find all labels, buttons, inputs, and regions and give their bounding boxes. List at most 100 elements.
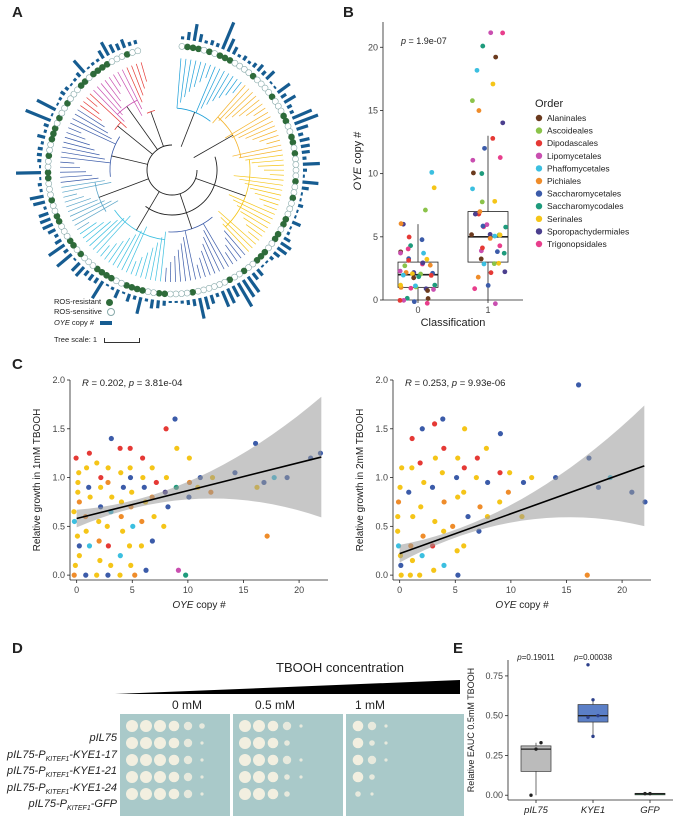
data-point xyxy=(496,260,502,266)
ros-resistant-dot xyxy=(226,57,234,64)
data-point xyxy=(397,484,403,490)
tree-branch xyxy=(135,256,143,277)
data-point xyxy=(120,484,126,490)
data-point xyxy=(186,455,192,461)
regression-line xyxy=(76,456,322,520)
oye-copy-bar xyxy=(39,217,52,225)
x-tick-label: 1 xyxy=(485,305,490,315)
legend-resistant-label: ROS-resistant xyxy=(54,297,102,306)
ros-sensitive-dot xyxy=(292,172,300,180)
oye-copy-bar xyxy=(36,133,46,139)
legend-swatch xyxy=(535,165,543,172)
data-point xyxy=(406,234,412,240)
data-point xyxy=(500,30,506,36)
oye-copy-bar xyxy=(156,300,161,309)
ros-resistant-dot xyxy=(268,93,276,101)
oye-copy-bar xyxy=(56,252,73,268)
data-point xyxy=(490,136,496,141)
data-point xyxy=(406,489,412,495)
oye-copy-bar xyxy=(215,42,220,48)
colony-spot xyxy=(384,741,388,745)
tree-stem xyxy=(150,111,164,147)
ros-resistant-dot xyxy=(44,169,52,176)
tree-branch xyxy=(177,249,181,282)
ros-resistant-dot xyxy=(44,174,52,182)
colony-spot xyxy=(355,791,361,797)
data-point xyxy=(72,562,78,568)
oye-bar-icon xyxy=(100,321,113,326)
tree-branch xyxy=(64,136,90,146)
data-point xyxy=(450,523,456,529)
tree-branch xyxy=(225,92,253,119)
colony-spot xyxy=(140,720,152,732)
data-point xyxy=(140,474,146,481)
y-tick-label: 15 xyxy=(368,105,378,115)
data-point xyxy=(105,465,111,471)
tree-branch xyxy=(238,99,260,117)
legend-entry: Sporopachydermiales xyxy=(547,226,629,236)
p-value-label: p=0.19011 xyxy=(516,653,555,662)
data-point xyxy=(402,263,408,269)
ros-sensitive-dot xyxy=(89,262,97,269)
stats-label: R = 0.253, p = 9.93e-06 xyxy=(405,378,505,389)
data-point xyxy=(492,301,498,307)
data-point xyxy=(96,538,102,544)
colony-spot xyxy=(352,771,364,783)
ros-resistant-dot xyxy=(195,45,202,53)
oye-copy-bar xyxy=(114,43,121,51)
data-point xyxy=(126,543,133,549)
data-point xyxy=(441,528,447,534)
data-point xyxy=(76,543,82,549)
tree-branch xyxy=(93,89,125,122)
ros-resistant-dot xyxy=(99,64,106,71)
ros-sensitive-dot xyxy=(45,157,52,165)
x-tick-label: 20 xyxy=(294,585,304,595)
data-point xyxy=(118,513,124,520)
data-point xyxy=(419,553,425,559)
ros-resistant-dot xyxy=(261,248,269,256)
data-point xyxy=(149,538,155,544)
oye-copy-bar xyxy=(231,285,240,298)
oye-copy-bar xyxy=(192,23,199,42)
oye-copy-bar xyxy=(297,132,304,137)
x-tick-label: 0 xyxy=(415,305,420,315)
oye-copy-bar xyxy=(236,282,254,308)
data-point xyxy=(477,209,483,215)
oye-copy-bar xyxy=(280,241,292,251)
ros-resistant-dot xyxy=(240,267,248,275)
y-tick-label: 0.25 xyxy=(485,750,503,760)
y-tick-label: 1.0 xyxy=(52,473,65,483)
oye-copy-bar xyxy=(301,149,310,155)
tree-scale-label: Tree scale: 1 xyxy=(54,335,98,344)
data-point xyxy=(428,272,434,278)
tree-branch xyxy=(180,58,187,103)
data-point xyxy=(71,518,78,525)
data-point xyxy=(488,270,494,276)
data-point xyxy=(455,572,461,578)
oye-copy-bar xyxy=(32,200,46,207)
x-tick-label: 10 xyxy=(183,585,193,595)
ros-sensitive-dot xyxy=(74,86,81,94)
tree-branch xyxy=(239,178,283,186)
tree-branch xyxy=(155,237,163,281)
data-point xyxy=(98,484,104,490)
ros-resistant-dot xyxy=(184,43,191,51)
ros-sensitive-dot xyxy=(172,290,180,298)
tree-branch xyxy=(74,113,109,134)
legend-swatch xyxy=(535,203,543,210)
oye-copy-bar xyxy=(286,231,291,236)
x-tick-label: 5 xyxy=(453,585,458,595)
colony-spot xyxy=(267,720,279,732)
colony-spot xyxy=(384,724,388,728)
ros-sensitive-dot xyxy=(46,146,53,154)
legend-sensitive-label: ROS-sensitive xyxy=(54,307,102,316)
data-point xyxy=(129,489,135,495)
colony-spot xyxy=(126,737,138,749)
data-point xyxy=(420,260,426,266)
ros-sensitive-dot xyxy=(167,290,174,298)
ros-sensitive-dot xyxy=(274,102,282,110)
data-point xyxy=(584,572,590,578)
tree-branch xyxy=(236,205,271,224)
strain-label: pIL75-PKITEF1-KYE1-21 xyxy=(7,765,117,780)
tree-branch xyxy=(266,139,281,145)
